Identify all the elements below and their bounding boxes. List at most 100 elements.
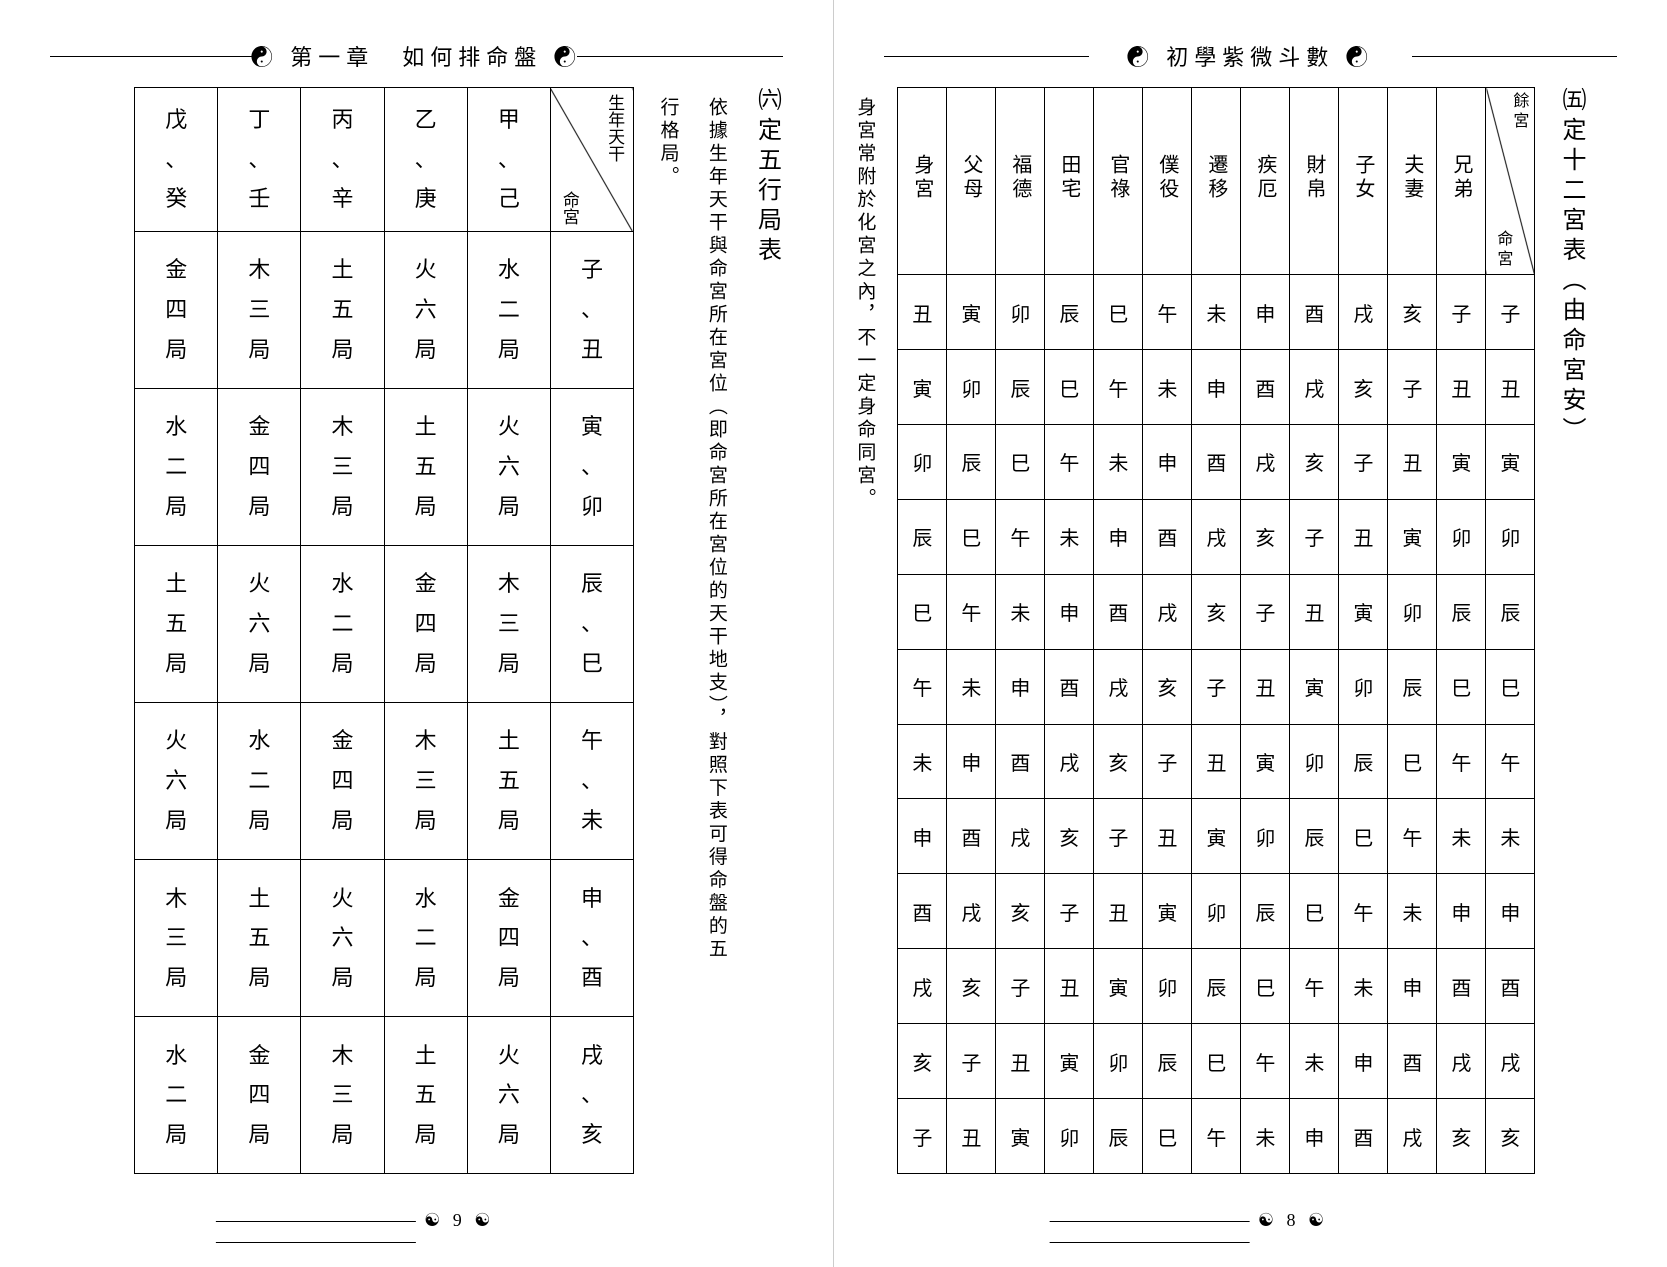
palace-cell: 午 (1045, 425, 1094, 500)
palace-cell: 酉 (1045, 649, 1094, 724)
row-branch-label: 丑 (1486, 350, 1535, 425)
palace-cell: 戌 (898, 949, 947, 1024)
palace-cell: 午 (1192, 1099, 1241, 1174)
palace-cell: 辰 (1192, 949, 1241, 1024)
wuxing-cell: 土五局 (218, 859, 301, 1016)
palace-cell: 卯 (1094, 1024, 1143, 1099)
palace-cell: 寅 (1045, 1024, 1094, 1099)
palace-cell: 戌 (1388, 1099, 1437, 1174)
palace-cell: 寅 (1290, 649, 1339, 724)
wuxing-cell: 土五局 (384, 1016, 467, 1173)
stem-header: 戊、癸 (135, 88, 218, 232)
palace-cell: 未 (1045, 499, 1094, 574)
palace-cell: 辰 (1437, 574, 1486, 649)
palace-cell: 未 (898, 724, 947, 799)
wuxing-cell: 土五局 (467, 702, 550, 859)
palace-cell: 亥 (1143, 649, 1192, 724)
palace-cell: 酉 (1339, 1099, 1388, 1174)
palace-cell: 酉 (1241, 350, 1290, 425)
palace-cell: 酉 (1143, 499, 1192, 574)
palace-cell: 子 (1094, 799, 1143, 874)
wuxing-cell: 火六局 (135, 702, 218, 859)
palace-cell: 丑 (996, 1024, 1045, 1099)
wuxing-cell: 木三局 (218, 231, 301, 388)
palace-cell: 辰 (947, 425, 996, 500)
palace-cell: 戌 (1437, 1024, 1486, 1099)
branch-pair-label: 午、未 (550, 702, 633, 859)
palace-cell: 卯 (1388, 574, 1437, 649)
palace-cell: 酉 (947, 799, 996, 874)
palace-header: 兄弟 (1437, 88, 1486, 275)
row-branch-label: 巳 (1486, 649, 1535, 724)
palace-cell: 巳 (898, 574, 947, 649)
palace-cell: 午 (996, 499, 1045, 574)
palace-cell: 卯 (1045, 1099, 1094, 1174)
palace-cell: 巳 (1339, 799, 1388, 874)
palace-cell: 酉 (898, 874, 947, 949)
palace-cell: 子 (1241, 574, 1290, 649)
wuxing-cell: 金四局 (384, 545, 467, 702)
palace-cell: 申 (947, 724, 996, 799)
wuxing-cell: 土五局 (384, 388, 467, 545)
palace-cell: 亥 (1437, 1099, 1486, 1174)
palace-cell: 申 (1045, 574, 1094, 649)
palace-cell: 子 (1339, 425, 1388, 500)
palace-cell: 寅 (1388, 499, 1437, 574)
palace-cell: 寅 (1339, 574, 1388, 649)
palace-header: 子女 (1339, 88, 1388, 275)
palace-cell: 子 (1192, 649, 1241, 724)
palace-cell: 亥 (1192, 574, 1241, 649)
palace-cell: 巳 (1437, 649, 1486, 724)
left-note-2: 行格局。 (652, 87, 682, 1174)
wuxing-cell: 木三局 (467, 545, 550, 702)
palace-cell: 酉 (1290, 275, 1339, 350)
palace-cell: 丑 (1290, 574, 1339, 649)
branch-pair-label: 子、丑 (550, 231, 633, 388)
palace-cell: 未 (1437, 799, 1486, 874)
palace-cell: 午 (1094, 350, 1143, 425)
palace-header: 田宅 (1045, 88, 1094, 275)
palace-cell: 寅 (1094, 949, 1143, 1024)
row-branch-label: 卯 (1486, 499, 1535, 574)
row-branch-label: 申 (1486, 874, 1535, 949)
palace-cell: 申 (1388, 949, 1437, 1024)
palace-cell: 子 (1388, 350, 1437, 425)
palace-header: 財帛 (1290, 88, 1339, 275)
palace-cell: 巳 (996, 425, 1045, 500)
row-branch-label: 亥 (1486, 1099, 1535, 1174)
palace-cell: 未 (1094, 425, 1143, 500)
palace-cell: 子 (947, 1024, 996, 1099)
stem-header: 甲、己 (467, 88, 550, 232)
wuxing-cell: 木三局 (301, 388, 384, 545)
palace-cell: 子 (1045, 874, 1094, 949)
palace-cell: 卯 (1339, 649, 1388, 724)
wuxing-cell: 火六局 (301, 859, 384, 1016)
palace-cell: 寅 (1192, 799, 1241, 874)
wuxing-cell: 水二局 (301, 545, 384, 702)
wuxing-cell: 水二局 (135, 388, 218, 545)
palace-cell: 寅 (898, 350, 947, 425)
wuxing-cell: 火六局 (467, 1016, 550, 1173)
row-branch-label: 戌 (1486, 1024, 1535, 1099)
palace-cell: 辰 (996, 350, 1045, 425)
corner-cell: 餘宮命宮 (1486, 88, 1535, 275)
palace-cell: 申 (1094, 499, 1143, 574)
palace-cell: 申 (1339, 1024, 1388, 1099)
branch-pair-label: 戌、亥 (550, 1016, 633, 1173)
palace-cell: 丑 (898, 275, 947, 350)
palace-cell: 卯 (1437, 499, 1486, 574)
left-page-number: ☯ 9 ☯ (208, 1210, 624, 1252)
palace-cell: 戌 (1045, 724, 1094, 799)
palace-cell: 寅 (1241, 724, 1290, 799)
wuxing-cell: 火六局 (218, 545, 301, 702)
palace-cell: 辰 (1388, 649, 1437, 724)
row-branch-label: 寅 (1486, 425, 1535, 500)
row-branch-label: 子 (1486, 275, 1535, 350)
wuxing-cell: 土五局 (301, 231, 384, 388)
palace-cell: 酉 (1192, 425, 1241, 500)
wuxing-cell: 火六局 (467, 388, 550, 545)
palace-cell: 申 (898, 799, 947, 874)
wuxing-cell: 金四局 (135, 231, 218, 388)
palace-cell: 辰 (1143, 1024, 1192, 1099)
palace-cell: 丑 (1094, 874, 1143, 949)
